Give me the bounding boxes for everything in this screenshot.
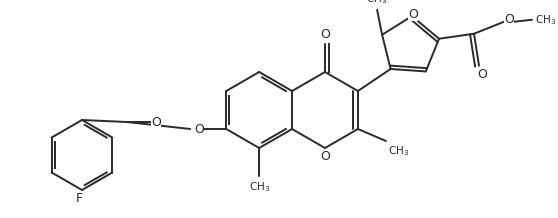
Text: O: O bbox=[504, 13, 514, 26]
Text: O: O bbox=[477, 68, 487, 81]
Text: O: O bbox=[320, 150, 330, 162]
Text: CH$_3$: CH$_3$ bbox=[248, 180, 270, 194]
Text: O: O bbox=[320, 29, 330, 41]
Text: O: O bbox=[151, 116, 161, 128]
Text: CH$_3$: CH$_3$ bbox=[535, 13, 556, 27]
Text: O: O bbox=[408, 8, 418, 20]
Text: F: F bbox=[75, 191, 83, 204]
Text: CH$_3$: CH$_3$ bbox=[388, 144, 409, 158]
Text: CH$_3$: CH$_3$ bbox=[367, 0, 388, 6]
Text: O: O bbox=[194, 123, 204, 136]
